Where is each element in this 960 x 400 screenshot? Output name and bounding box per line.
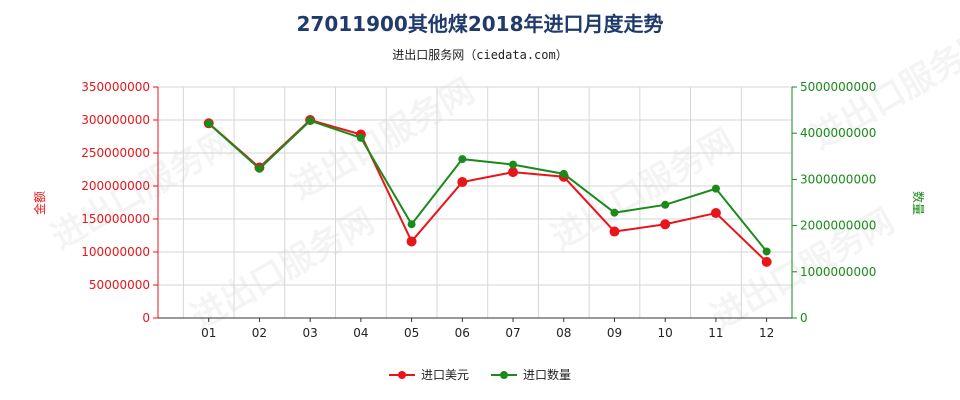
- right-axis-label: 数量: [911, 191, 926, 215]
- x-tick-label: 04: [353, 326, 368, 340]
- watermark-text: 进出口服务网: [185, 201, 382, 338]
- series-layer: [203, 115, 772, 267]
- data-point-quantity: [204, 119, 213, 128]
- right-tick-label: 0: [800, 311, 808, 325]
- chart-title: 27011900其他煤2018年进口月度走势: [296, 12, 664, 36]
- legend-swatch-quantity: [491, 370, 517, 380]
- data-point-quantity: [356, 133, 365, 142]
- x-tick-label: 06: [455, 326, 470, 340]
- x-tick-label: 11: [708, 326, 723, 340]
- x-tick-label: 09: [607, 326, 622, 340]
- legend: 进口美元 进口数量: [0, 366, 960, 383]
- right-tick-label: 3000000000: [800, 172, 876, 186]
- legend-label-value: 进口美元: [420, 368, 469, 382]
- left-tick-label: 50000000: [89, 278, 150, 292]
- legend-item-value[interactable]: 进口美元: [388, 366, 469, 383]
- data-point-value: [761, 256, 772, 267]
- axes: [157, 87, 793, 319]
- data-point-value: [710, 208, 721, 219]
- data-point-quantity: [661, 200, 670, 209]
- right-tick-label: 4000000000: [800, 126, 876, 140]
- data-point-quantity: [711, 184, 720, 193]
- legend-swatch-value: [388, 370, 415, 380]
- legend-label-quantity: 进口数量: [523, 368, 572, 382]
- left-axis-ticks: 0 50000000 100000000 150000000 200000000 2500…: [81, 80, 158, 325]
- left-tick-label: 0: [142, 311, 150, 325]
- data-point-quantity: [255, 164, 264, 173]
- left-tick-label: 250000000: [81, 146, 150, 160]
- series-line-quantity: [208, 119, 768, 253]
- data-point-quantity: [458, 155, 467, 164]
- data-point-quantity: [610, 208, 619, 217]
- left-tick-label: 350000000: [81, 80, 150, 94]
- data-point-quantity: [306, 116, 315, 125]
- left-tick-label: 300000000: [81, 113, 150, 127]
- watermark-text: 进出口服务网: [285, 71, 482, 208]
- data-point-quantity: [559, 169, 568, 178]
- data-point-value: [406, 236, 417, 247]
- x-tick-label: 12: [759, 326, 774, 340]
- x-tick-label: 02: [252, 326, 267, 340]
- x-tick-label: 07: [505, 326, 520, 340]
- data-point-quantity: [509, 160, 518, 169]
- left-tick-label: 150000000: [81, 212, 150, 226]
- right-tick-label: 2000000000: [800, 219, 876, 233]
- left-tick-label: 200000000: [81, 179, 150, 193]
- left-axis-label: 金额: [32, 191, 47, 215]
- data-point-value: [457, 177, 468, 188]
- chart-subtitle: 进出口服务网（ciedata.com）: [392, 48, 568, 62]
- right-tick-label: 5000000000: [800, 80, 876, 94]
- data-point-quantity: [407, 220, 416, 229]
- right-axis-ticks: 0 1000000000 2000000000 3000000000 400000000…: [792, 80, 876, 325]
- grid-lines: [158, 86, 793, 318]
- data-point-value: [508, 167, 519, 178]
- x-axis-ticks: 01 02 03 04 05 06 07 08 09 10 11 12: [201, 318, 774, 340]
- data-point-value: [609, 226, 620, 237]
- left-tick-label: 100000000: [81, 245, 150, 259]
- x-tick-label: 01: [201, 326, 216, 340]
- x-tick-label: 03: [303, 326, 318, 340]
- data-point-quantity: [762, 247, 771, 256]
- right-tick-label: 1000000000: [800, 265, 876, 279]
- x-tick-label: 05: [404, 326, 419, 340]
- x-tick-label: 10: [658, 326, 673, 340]
- x-tick-label: 08: [556, 326, 571, 340]
- data-point-value: [660, 219, 671, 230]
- legend-item-quantity[interactable]: 进口数量: [491, 366, 571, 383]
